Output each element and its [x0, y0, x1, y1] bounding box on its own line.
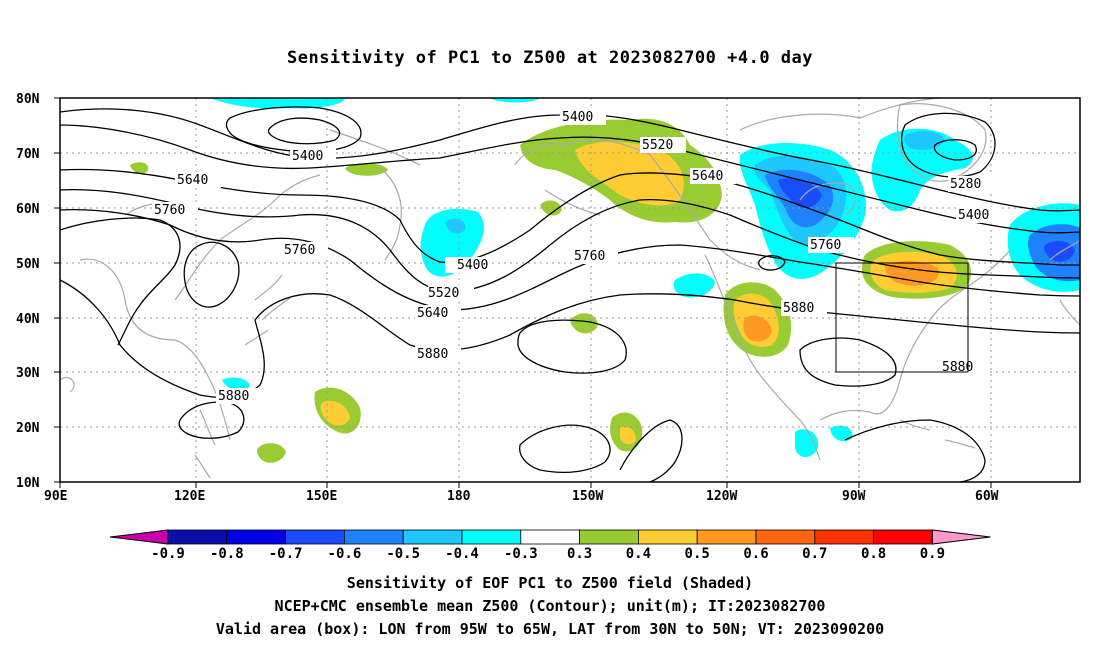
- lat-tick-label: 10N: [16, 476, 40, 491]
- valid-area-box: [835, 262, 969, 373]
- colorbar-label: -0.4: [445, 546, 479, 562]
- colorbar-end-low: [109, 529, 169, 545]
- lon-tick-label: 90W: [842, 489, 866, 504]
- caption-line-3: Valid area (box): LON from 95W to 65W, L…: [215, 620, 885, 638]
- contour-label: 5880: [218, 389, 249, 404]
- axis-ticks: [54, 97, 992, 488]
- contour-label: 5760: [574, 249, 605, 264]
- colorbar-label: 0.3: [567, 546, 592, 562]
- colorbar-label: 0.4: [626, 546, 651, 562]
- contour-label: 5520: [428, 286, 459, 301]
- lat-tick-label: 50N: [16, 257, 40, 272]
- lat-tick-label: 80N: [16, 92, 40, 107]
- lon-tick-label: 90E: [44, 489, 67, 504]
- colorbar-label: 0.9: [920, 546, 945, 562]
- colorbar-label: -0.5: [386, 546, 420, 562]
- colorbar-segment: [638, 529, 698, 545]
- lat-tick-label: 60N: [16, 202, 40, 217]
- colorbar-label: -0.3: [504, 546, 538, 562]
- graticule: [60, 98, 1080, 482]
- colorbar-segment: [167, 529, 228, 545]
- colorbar-segment: [285, 529, 345, 545]
- contour-label: 5880: [783, 301, 814, 316]
- colorbar-label: 0.8: [861, 546, 886, 562]
- lat-tick-label: 70N: [16, 147, 40, 162]
- colorbar-end-high: [931, 529, 991, 545]
- colorbar-label: 0.5: [685, 546, 710, 562]
- contour-label: 5520: [642, 138, 673, 153]
- lat-axis-labels: 80N 70N 60N 50N 40N 30N 20N 10N: [16, 92, 40, 491]
- colorbar-segment: [873, 529, 933, 545]
- colorbar-segment: [579, 529, 639, 545]
- colorbar-segment: [814, 529, 874, 545]
- lon-tick-label: 180: [447, 489, 471, 504]
- lon-tick-label: 120W: [706, 489, 737, 504]
- contour-label: 5280: [950, 177, 981, 192]
- contour-label: 5760: [810, 238, 841, 253]
- contour-label: 5760: [154, 203, 185, 218]
- contour-label: 5400: [958, 208, 989, 223]
- contour-label: 5880: [417, 347, 448, 362]
- colorbar-segment: [520, 529, 580, 545]
- colorbar-label: 0.7: [802, 546, 827, 562]
- contour-label: 5400: [292, 149, 323, 164]
- colorbar-label: -0.6: [328, 546, 362, 562]
- colorbar-segment: [755, 529, 816, 545]
- lon-tick-label: 120E: [174, 489, 205, 504]
- colorbar-segment: [402, 529, 463, 545]
- contour-label: 5880: [942, 360, 973, 375]
- contour-label: 5400: [562, 110, 593, 125]
- contour-label: 5640: [177, 173, 208, 188]
- contour-label: 5640: [692, 169, 723, 184]
- lon-tick-label: 150W: [572, 489, 603, 504]
- colorbar-segment: [461, 529, 522, 545]
- lon-tick-label: 150E: [306, 489, 337, 504]
- colorbar-segment: [696, 529, 757, 545]
- colorbar-label: -0.9: [151, 546, 185, 562]
- colorbar-label: -0.7: [269, 546, 303, 562]
- lon-tick-label: 60W: [975, 489, 999, 504]
- colorbar-segment: [343, 529, 404, 545]
- contour-label: 5760: [284, 243, 315, 258]
- contour-label: 5400: [457, 258, 488, 273]
- lat-tick-label: 40N: [16, 312, 40, 327]
- colorbar: -0.9 -0.8 -0.7 -0.6 -0.5 -0.4 -0.3 0.3 0.4 0.5 0.6…: [109, 529, 991, 562]
- chart-title: Sensitivity of PC1 to Z500 at 2023082700…: [286, 48, 813, 68]
- lat-tick-label: 30N: [16, 366, 40, 381]
- lat-tick-label: 20N: [16, 421, 40, 436]
- contour-labels: 5400 5400 5520 5640 5760 5880 5640 5760 …: [152, 109, 1002, 404]
- colorbar-label: 0.6: [743, 546, 768, 562]
- lon-axis-labels: 90E 120E 150E 180 150W 120W 90W 60W: [44, 489, 999, 504]
- colorbar-segment: [226, 529, 287, 545]
- caption-line-1: Sensitivity of EOF PC1 to Z500 field (Sh…: [346, 574, 754, 592]
- caption-line-2: NCEP+CMC ensemble mean Z500 (Contour); u…: [274, 597, 826, 615]
- map-frame: [59, 97, 1081, 483]
- colorbar-label: -0.8: [210, 546, 244, 562]
- contour-label: 5640: [417, 306, 448, 321]
